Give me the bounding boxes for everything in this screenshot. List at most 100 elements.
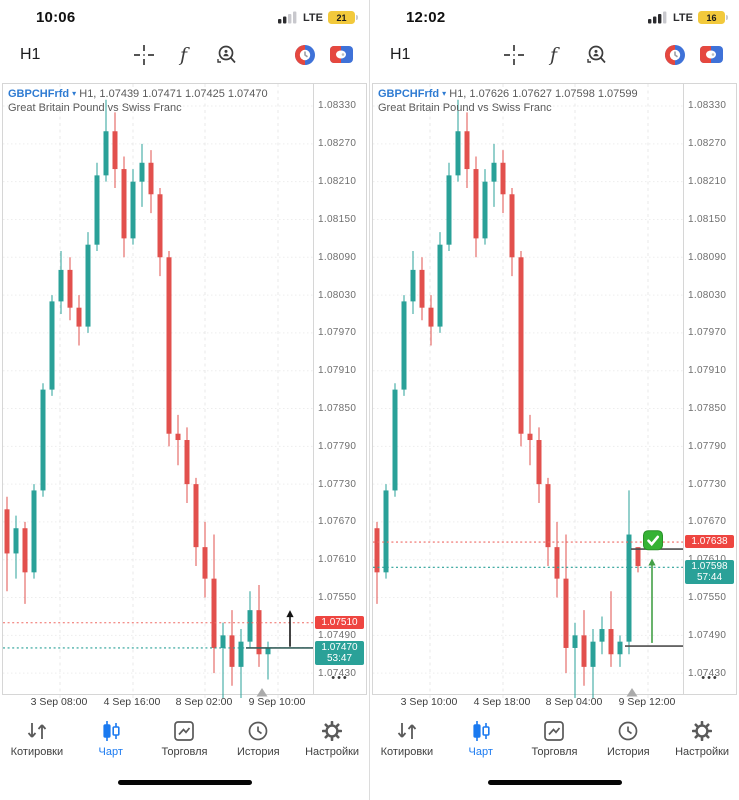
bar-countdown-timer: 57:44 bbox=[696, 572, 723, 584]
chart-toolbar: H1 f bbox=[370, 30, 739, 80]
symbol-description: Great Britain Pound vs Swiss Franc bbox=[378, 102, 552, 115]
price-tick-label: 1.07790 bbox=[688, 440, 727, 452]
timeframe-button[interactable]: H1 bbox=[390, 45, 411, 63]
battery-icon: 21 bbox=[328, 11, 358, 25]
chart-plot-area[interactable]: GBPCHFrfd ▾ H1, 1.07439 1.07471 1.07425 … bbox=[3, 84, 313, 699]
price-tick-label: 1.07550 bbox=[688, 591, 727, 603]
axis-menu-ellipsis[interactable]: ••• bbox=[701, 671, 719, 684]
time-tick-label: 9 Sep 12:00 bbox=[618, 695, 676, 708]
signal-strength-icon bbox=[278, 11, 298, 24]
current-price-badge: 1.07470 53:47 bbox=[315, 640, 364, 665]
indicators-icon[interactable]: f bbox=[174, 43, 196, 67]
time-tick-label: 8 Sep 02:00 bbox=[175, 695, 233, 708]
crosshair-icon[interactable] bbox=[502, 43, 526, 67]
battery-percent: 16 bbox=[706, 12, 717, 23]
order-price-badge: 1.07638 bbox=[685, 535, 734, 549]
bar-countdown-timer: 53:47 bbox=[326, 652, 353, 664]
time-tick-label: 8 Sep 04:00 bbox=[545, 695, 603, 708]
battery-percent: 21 bbox=[336, 12, 347, 23]
symbol-name[interactable]: GBPCHFrfd bbox=[378, 88, 440, 101]
candlestick-chart[interactable]: GBPCHFrfd ▾ H1, 1.07626 1.07627 1.07598 … bbox=[372, 83, 737, 699]
bottom-nav: Котировки Чарт Торговля История Настройк… bbox=[0, 711, 369, 771]
crosshair-icon[interactable] bbox=[132, 43, 156, 67]
nav-history[interactable]: История bbox=[221, 720, 295, 758]
nav-settings[interactable]: Настройки bbox=[665, 720, 739, 758]
price-tick-label: 1.07850 bbox=[688, 402, 727, 414]
indicators-icon[interactable]: f bbox=[544, 43, 566, 67]
chart-toolbar: H1 f bbox=[0, 30, 369, 80]
nav-history[interactable]: История bbox=[591, 720, 665, 758]
time-tick-label: 3 Sep 10:00 bbox=[400, 695, 458, 708]
nav-chart[interactable]: Чарт bbox=[74, 720, 148, 758]
status-bar: 10:06 LTE 21 bbox=[0, 0, 369, 30]
svg-text:f: f bbox=[548, 44, 560, 66]
candlestick-chart[interactable]: GBPCHFrfd ▾ H1, 1.07439 1.07471 1.07425 … bbox=[2, 83, 367, 699]
price-tick-label: 1.07970 bbox=[318, 327, 357, 339]
price-tick-label: 1.07610 bbox=[688, 554, 726, 565]
price-tick-label: 1.07490 bbox=[688, 629, 727, 641]
network-type-label: LTE bbox=[303, 11, 323, 24]
price-tick-label: 1.08330 bbox=[688, 100, 727, 112]
account-card-icon[interactable] bbox=[330, 46, 353, 64]
ohlc-readout: H1, 1.07439 1.07471 1.07425 1.07470 bbox=[76, 88, 268, 101]
axis-menu-ellipsis[interactable]: ••• bbox=[331, 671, 349, 684]
price-tick-label: 1.08210 bbox=[318, 176, 357, 188]
price-tick-label: 1.08030 bbox=[318, 289, 357, 301]
timeframe-button[interactable]: H1 bbox=[20, 45, 41, 63]
status-time: 10:06 bbox=[36, 9, 76, 27]
price-tick-label: 1.08090 bbox=[318, 251, 357, 263]
current-price-badge: 1.07598 57:44 bbox=[685, 560, 734, 585]
price-tick-label: 1.07850 bbox=[318, 402, 357, 414]
order-price-badge: 1.07510 bbox=[315, 615, 364, 629]
nav-chart[interactable]: Чарт bbox=[444, 720, 518, 758]
time-tick-label: 3 Sep 08:00 bbox=[30, 695, 88, 708]
price-tick-label: 1.08090 bbox=[688, 251, 727, 263]
price-tick-label: 1.07730 bbox=[318, 478, 357, 490]
time-tick-label: 4 Sep 16:00 bbox=[103, 695, 161, 708]
price-tick-label: 1.07430 bbox=[688, 667, 727, 679]
status-bar: 12:02 LTE 16 bbox=[370, 0, 739, 30]
symbol-description: Great Britain Pound vs Swiss Franc bbox=[8, 102, 182, 115]
trading-sessions-icon[interactable] bbox=[294, 44, 316, 66]
nav-quotes[interactable]: Котировки bbox=[0, 720, 74, 758]
phone-screenshot-2: 12:02 LTE 16 H1 f bbox=[369, 0, 739, 800]
nav-trade[interactable]: Торговля bbox=[148, 720, 222, 758]
home-indicator[interactable] bbox=[117, 779, 252, 785]
symbol-dropdown-caret[interactable]: ▾ bbox=[442, 89, 447, 99]
price-tick-label: 1.07730 bbox=[688, 478, 727, 490]
nav-settings[interactable]: Настройки bbox=[295, 720, 369, 758]
price-tick-label: 1.07790 bbox=[318, 440, 357, 452]
trading-sessions-icon[interactable] bbox=[664, 44, 686, 66]
price-tick-label: 1.07910 bbox=[688, 365, 727, 377]
objects-icon[interactable] bbox=[584, 43, 608, 67]
objects-icon[interactable] bbox=[214, 43, 238, 67]
price-tick-label: 1.07430 bbox=[318, 667, 357, 679]
price-tick-label: 1.07670 bbox=[318, 516, 357, 528]
price-tick-label: 1.08030 bbox=[688, 289, 727, 301]
home-indicator[interactable] bbox=[487, 779, 622, 785]
price-tick-label: 1.08330 bbox=[318, 100, 357, 112]
nav-trade[interactable]: Торговля bbox=[518, 720, 592, 758]
symbol-dropdown-caret[interactable]: ▾ bbox=[72, 89, 77, 99]
price-axis[interactable]: ••• 1.08330 1.08270 1.08210 1.08150 1.08090 1… bbox=[683, 84, 736, 694]
time-axis[interactable]: 3 Sep 10:00 4 Sep 18:00 8 Sep 04:00 9 Sep 1… bbox=[372, 695, 737, 711]
price-tick-label: 1.08270 bbox=[688, 138, 727, 150]
nav-quotes[interactable]: Котировки bbox=[370, 720, 444, 758]
symbol-name[interactable]: GBPCHFrfd bbox=[8, 88, 70, 101]
time-tick-label: 4 Sep 18:00 bbox=[473, 695, 531, 708]
price-tick-label: 1.08270 bbox=[318, 138, 357, 150]
chart-plot-area[interactable]: GBPCHFrfd ▾ H1, 1.07626 1.07627 1.07598 … bbox=[373, 84, 683, 699]
price-tick-label: 1.07970 bbox=[688, 327, 727, 339]
price-tick-label: 1.07910 bbox=[318, 365, 357, 377]
price-tick-label: 1.08150 bbox=[688, 213, 727, 225]
price-tick-label: 1.08150 bbox=[318, 213, 357, 225]
battery-icon: 16 bbox=[698, 11, 728, 25]
bottom-nav: Котировки Чарт Торговля История Настройк… bbox=[370, 711, 739, 771]
account-card-icon[interactable] bbox=[700, 46, 723, 64]
price-axis[interactable]: ••• 1.08330 1.08270 1.08210 1.08150 1.08090 1… bbox=[313, 84, 366, 694]
price-tick-label: 1.08210 bbox=[688, 176, 727, 188]
svg-text:f: f bbox=[178, 44, 190, 66]
time-tick-label: 9 Sep 10:00 bbox=[248, 695, 306, 708]
time-axis[interactable]: 3 Sep 08:00 4 Sep 16:00 8 Sep 02:00 9 Sep 1… bbox=[2, 695, 367, 711]
